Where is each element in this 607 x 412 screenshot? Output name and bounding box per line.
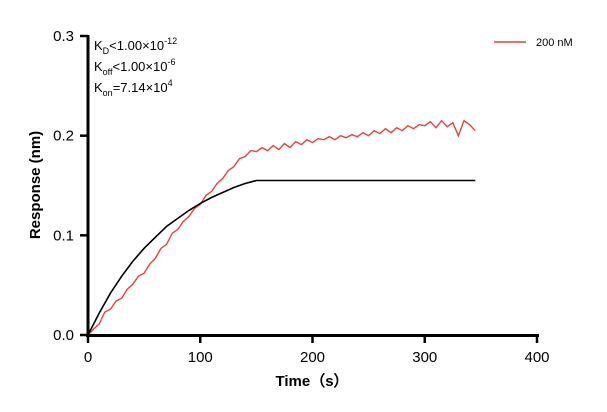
x-axis-title: Time（s）: [275, 372, 348, 390]
y-tick-label: 0.0: [53, 327, 74, 344]
series-200nm-line: [87, 119, 476, 336]
legend-label-200nm: 200 nM: [536, 37, 573, 49]
constant-value: =7.14×10: [113, 80, 168, 95]
kinetic-constant-D: KD<1.00×10-12: [94, 36, 177, 56]
constant-exponent: -12: [164, 36, 177, 46]
x-tick-label: 400: [524, 349, 549, 366]
constant-symbol: K: [94, 38, 103, 53]
y-tick-label: 0.3: [53, 28, 74, 45]
constant-value: <1.00×10: [109, 38, 164, 53]
legend: 200 nM: [494, 37, 573, 49]
constant-subscript: on: [103, 88, 113, 98]
y-tick-label: 0.1: [53, 227, 74, 244]
fit-curve-line: [87, 179, 476, 336]
kinetic-constant-on: Kon=7.14×104: [94, 78, 173, 98]
x-ticks: 0 100 200 300 400: [84, 335, 550, 366]
y-tick-label: 0.2: [53, 128, 74, 145]
constant-symbol: K: [94, 59, 103, 74]
plot-area: [87, 119, 476, 336]
y-ticks: 0.0 0.1 0.2 0.3: [53, 28, 88, 344]
x-tick-label: 200: [300, 349, 325, 366]
constant-value: <1.00×10: [113, 59, 168, 74]
constant-symbol: K: [94, 80, 103, 95]
constant-subscript: off: [103, 67, 113, 77]
x-tick-label: 0: [84, 349, 92, 366]
x-tick-label: 300: [412, 349, 437, 366]
x-tick-label: 100: [188, 349, 213, 366]
constant-exponent: 4: [168, 78, 173, 88]
constant-subscript: D: [103, 46, 110, 56]
constant-exponent: -6: [167, 57, 175, 67]
y-axis-title: Response (nm): [27, 131, 44, 239]
kinetic-constant-off: Koff<1.00×10-6: [94, 57, 175, 77]
